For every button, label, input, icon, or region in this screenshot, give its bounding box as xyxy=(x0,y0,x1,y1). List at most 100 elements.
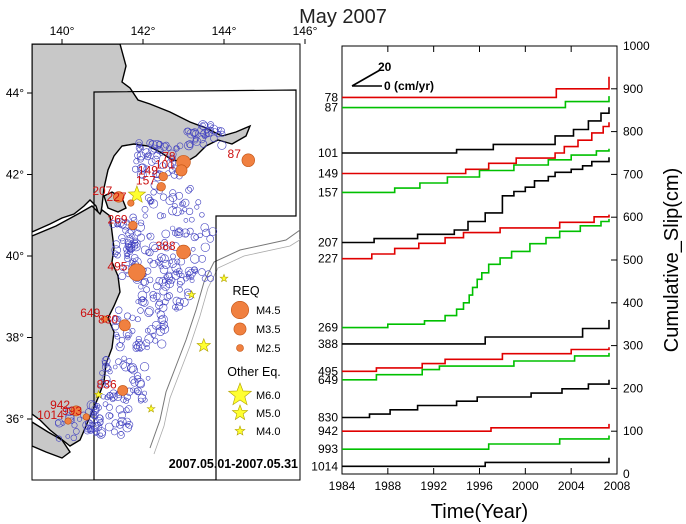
small-earthquake xyxy=(94,417,104,427)
repeater-830-label: 830 xyxy=(98,312,118,326)
small-earthquake xyxy=(105,412,113,420)
small-earthquake xyxy=(134,316,141,323)
small-earthquake xyxy=(134,372,142,380)
small-earthquake xyxy=(118,272,127,280)
repeater-495-label: 495 xyxy=(107,259,127,273)
repeater-388-label: 388 xyxy=(156,239,176,253)
small-earthquake xyxy=(84,419,94,428)
small-earthquake xyxy=(170,225,176,231)
slip-series-87-label: 87 xyxy=(325,101,339,115)
small-earthquake xyxy=(186,227,194,235)
small-earthquake xyxy=(204,128,213,137)
small-earthquake xyxy=(186,142,193,149)
slip-series-942-label: 942 xyxy=(318,424,338,438)
small-earthquake xyxy=(93,406,99,413)
small-earthquake xyxy=(192,268,199,275)
repeater-149-label: 149 xyxy=(138,164,158,178)
small-earthquake xyxy=(96,414,103,421)
small-earthquake xyxy=(129,213,137,221)
small-earthquake xyxy=(118,336,126,344)
small-earthquake xyxy=(149,294,157,302)
repeater-87-label: 87 xyxy=(228,147,242,161)
small-earthquake xyxy=(137,307,144,314)
small-earthquake xyxy=(199,140,208,148)
small-earthquake xyxy=(161,259,171,269)
slip-series-101-label: 101 xyxy=(318,146,338,160)
small-earthquake xyxy=(155,327,165,336)
y-tick-label: 100 xyxy=(623,424,643,438)
small-earthquake xyxy=(174,306,179,312)
small-earthquake xyxy=(105,403,113,411)
page-title: May 2007 xyxy=(299,6,387,28)
small-earthquake xyxy=(73,428,80,435)
small-earthquake xyxy=(200,242,210,252)
other-earthquake-star xyxy=(146,403,156,413)
small-earthquake xyxy=(175,227,184,236)
small-earthquake xyxy=(109,220,117,228)
small-earthquake xyxy=(94,402,101,409)
small-earthquake xyxy=(171,203,178,209)
slip-series-157-label: 157 xyxy=(318,185,338,199)
small-earthquake xyxy=(133,387,140,394)
slip-series-227-label: 227 xyxy=(318,252,338,266)
small-earthquake xyxy=(149,140,155,146)
study-region-box xyxy=(93,89,297,480)
small-earthquake xyxy=(136,151,146,161)
slip-series-830-label: 830 xyxy=(318,411,338,425)
small-earthquake xyxy=(161,229,171,239)
small-earthquake xyxy=(163,244,170,252)
repeater-269-marker xyxy=(128,220,138,231)
small-earthquake xyxy=(166,145,172,151)
small-earthquake xyxy=(155,308,160,314)
small-earthquake xyxy=(136,147,142,153)
slip-series-993-line xyxy=(342,435,610,450)
repeater-1014-marker xyxy=(64,417,72,425)
legend-other-star xyxy=(231,404,249,421)
repeater-157-label: 157 xyxy=(136,174,156,188)
small-earthquake xyxy=(114,220,121,228)
small-earthquake xyxy=(172,304,178,311)
small-earthquake xyxy=(55,435,63,442)
small-earthquake xyxy=(147,200,153,206)
small-earthquake xyxy=(195,199,202,206)
small-earthquake xyxy=(126,357,133,364)
small-earthquake xyxy=(84,427,91,435)
small-earthquake xyxy=(82,420,92,430)
small-earthquake xyxy=(135,335,142,342)
slip-series-649-label: 649 xyxy=(318,373,338,387)
small-earthquake xyxy=(129,314,136,321)
small-earthquake xyxy=(89,410,95,416)
small-earthquake xyxy=(205,270,212,278)
small-earthquake xyxy=(140,362,150,372)
small-earthquake xyxy=(181,198,190,207)
small-earthquake xyxy=(153,152,161,160)
slip-series-227-line xyxy=(342,214,610,260)
y-tick-label: 1000 xyxy=(623,39,650,53)
small-earthquake xyxy=(202,228,211,237)
slip-series-149-label: 149 xyxy=(318,167,338,181)
small-earthquake xyxy=(107,369,113,375)
legend-req-label: M2.5 xyxy=(256,343,280,355)
small-earthquake xyxy=(54,419,62,426)
small-earthquake xyxy=(137,397,144,404)
slip-series-269-line xyxy=(342,218,610,329)
small-earthquake xyxy=(134,229,142,237)
small-earthquake xyxy=(135,139,143,147)
small-earthquake xyxy=(149,198,155,204)
small-earthquake xyxy=(189,216,195,223)
small-earthquake xyxy=(183,218,189,223)
small-earthquake xyxy=(148,158,156,166)
small-earthquake xyxy=(122,422,133,433)
small-earthquake xyxy=(176,270,183,277)
small-earthquake xyxy=(158,277,169,287)
small-earthquake xyxy=(111,419,120,428)
small-earthquake xyxy=(140,277,149,286)
small-earthquake xyxy=(143,165,150,172)
small-earthquake xyxy=(135,339,143,347)
small-earthquake xyxy=(121,355,127,362)
small-earthquake xyxy=(111,250,119,257)
y-tick-label: 400 xyxy=(623,296,643,310)
small-earthquake xyxy=(65,434,71,439)
small-earthquake xyxy=(170,253,176,260)
y-tick-label: 700 xyxy=(623,167,643,181)
